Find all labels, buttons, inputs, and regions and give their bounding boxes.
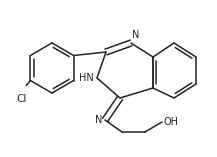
- Text: OH: OH: [164, 117, 179, 127]
- Text: HN: HN: [79, 73, 94, 83]
- Text: N: N: [95, 115, 102, 125]
- Text: N: N: [132, 30, 139, 40]
- Text: Cl: Cl: [16, 94, 26, 103]
